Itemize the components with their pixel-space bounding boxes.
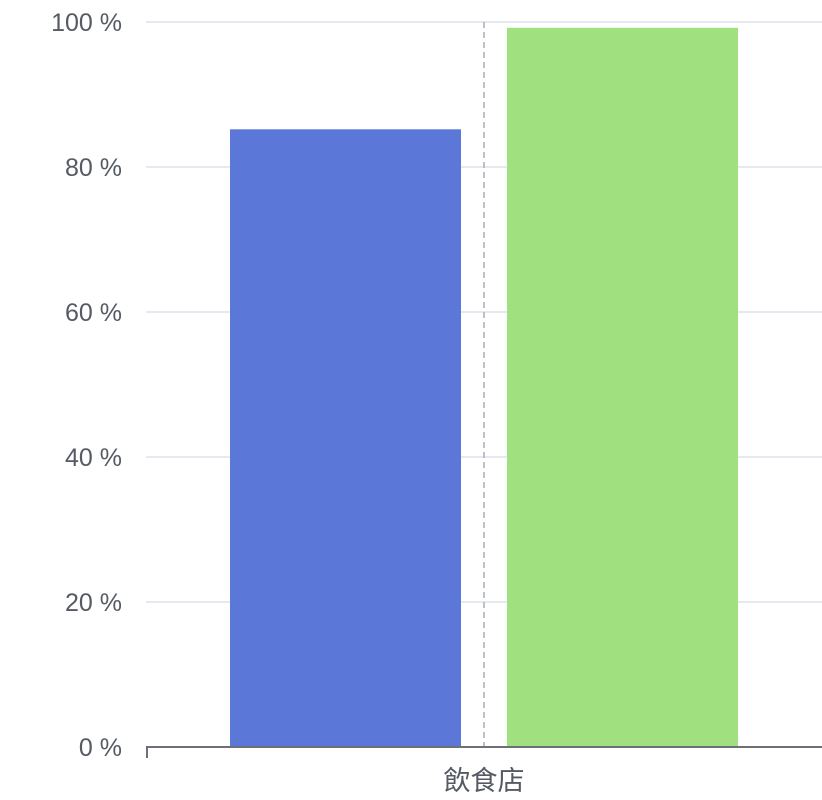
bars [230, 27, 738, 748]
bar-series-1 [230, 129, 461, 748]
bar-series-2 [507, 27, 738, 748]
y-tick-label: 20 % [65, 589, 122, 617]
labels: 0 % 20 % 40 % 60 % 80 % 100 % 飲食店 [51, 9, 524, 797]
y-tick-label: 100 % [51, 9, 122, 37]
x-category-label: 飲食店 [444, 766, 525, 797]
y-tick-label: 0 % [79, 734, 122, 762]
y-tick-label: 60 % [65, 299, 122, 327]
y-tick-label: 80 % [65, 154, 122, 182]
y-tick-label: 40 % [65, 444, 122, 472]
axes [146, 22, 822, 758]
